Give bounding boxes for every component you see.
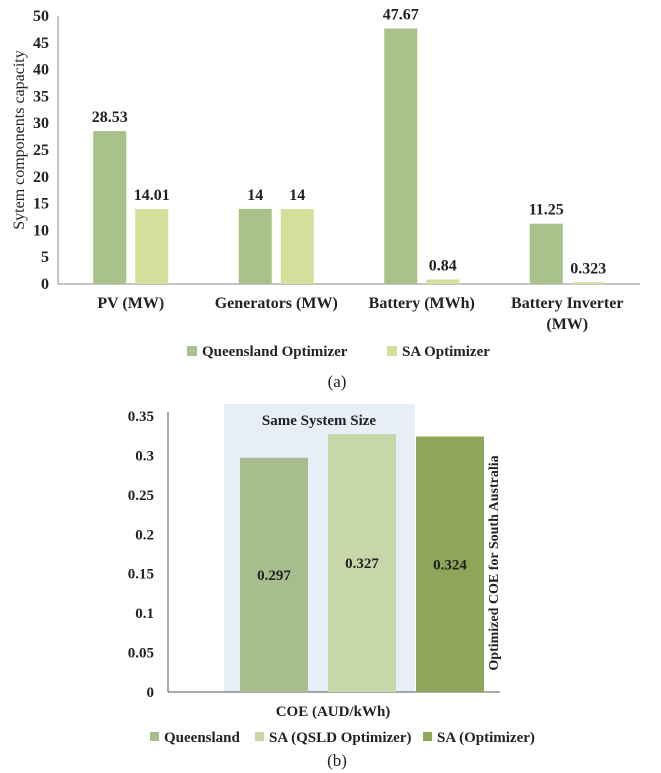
capacity-y-tick-15: 15 [33, 196, 49, 213]
coe-legend-label-sa-qsld-optimizer: SA (QSLD Optimizer) [269, 730, 412, 746]
capacity-data-label-queensland-optimizer-battery-inverter: 11.25 [529, 202, 564, 219]
coe-bars [240, 434, 484, 692]
capacity-y-tick-20: 20 [33, 169, 49, 186]
coe-data-label-sa-optimizer: 0.324 [433, 557, 467, 573]
capacity-legend-swatch-sa-optimizer [387, 346, 397, 356]
capacity-legend-label-queensland-optimizer: Queensland Optimizer [202, 344, 348, 360]
capacity-legend-swatch-queensland-optimizer [187, 346, 197, 356]
capacity-data-label-queensland-optimizer-pv-mw: 28.53 [92, 109, 128, 126]
capacity-y-tick-30: 30 [33, 115, 49, 132]
coe-y-tick-0-35: 0.35 [128, 409, 154, 425]
coe-y-tick-0-05: 0.05 [128, 646, 154, 662]
coe-legend-swatch-sa-optimizer [423, 732, 432, 741]
capacity-y-tick-40: 40 [33, 62, 49, 79]
coe-legend: Queensland SA (QSLD Optimizer) SA (Optimiz… [150, 730, 535, 746]
coe-bar-sa-optimizer [416, 436, 484, 692]
capacity-bar-queensland-optimizer-pv-mw [93, 131, 127, 284]
capacity-category-battery-mwh: Battery (MWh) [369, 295, 475, 312]
capacity-category-pv-mw: PV (MW) [97, 295, 164, 312]
capacity-bar-sa-optimizer-battery-mwh [426, 279, 460, 284]
same-system-size-label: Same System Size [262, 413, 376, 429]
coe-legend-label-queensland: Queensland [164, 730, 241, 746]
capacity-category-battery-inverter-line2: (MW) [546, 316, 588, 333]
capacity-legend: Queensland Optimizer SA Optimizer [187, 344, 490, 360]
capacity-y-tick-10: 10 [33, 222, 49, 239]
capacity-data-label-sa-optimizer-pv-mw: 14.01 [134, 187, 170, 204]
coe-x-axis-label: COE (AUD/kWh) [276, 704, 391, 720]
capacity-y-tick-labels: 0 5 10 15 20 25 30 35 40 45 50 [33, 8, 49, 293]
panel-label-a: (a) [328, 372, 347, 391]
capacity-bar-queensland-optimizer-battery-inverter [529, 223, 563, 284]
panel-label-b: (b) [327, 751, 347, 770]
coe-bar-queensland [240, 457, 308, 692]
capacity-data-label-sa-optimizer-generators-mw: 14 [289, 187, 305, 204]
coe-legend-label-sa-optimizer: SA (Optimizer) [437, 730, 535, 746]
coe-y-tick-0-1: 0.1 [135, 606, 154, 622]
capacity-y-axis-label: Sytem components capacity [11, 50, 28, 230]
capacity-data-label-sa-optimizer-battery-mwh: 0.84 [429, 257, 457, 274]
capacity-category-battery-inverter: Battery Inverter [511, 295, 623, 312]
coe-y-tick-labels: 0 0.05 0.1 0.15 0.2 0.25 0.3 0.35 [128, 409, 154, 701]
capacity-data-label-queensland-optimizer-generators-mw: 14 [247, 187, 263, 204]
capacity-chart: 0 5 10 15 20 25 30 35 40 45 50 28.53 14.01 14 14 47.67… [11, 6, 640, 391]
coe-data-label-sa-qsld-optimizer: 0.327 [345, 556, 379, 572]
capacity-bar-queensland-optimizer-battery-mwh [384, 28, 418, 284]
capacity-bar-sa-optimizer-pv-mw [135, 208, 169, 284]
capacity-bar-queensland-optimizer-generators-mw [238, 208, 272, 284]
coe-y-tick-0-15: 0.15 [128, 567, 154, 583]
coe-data-labels: 0.297 0.327 0.324 [257, 556, 467, 584]
capacity-category-generators-mw: Generators (MW) [215, 295, 338, 312]
capacity-bar-sa-optimizer-generators-mw [280, 208, 314, 284]
capacity-data-label-sa-optimizer-battery-inverter: 0.323 [570, 260, 606, 277]
coe-data-label-queensland: 0.297 [257, 568, 291, 584]
capacity-y-tick-35: 35 [33, 88, 49, 105]
capacity-y-tick-25: 25 [33, 142, 49, 159]
capacity-data-labels: 28.53 14.01 14 14 47.67 0.84 11.25 0.323 [92, 6, 607, 277]
capacity-y-tick-0: 0 [41, 276, 49, 293]
capacity-y-tick-5: 5 [41, 249, 49, 266]
coe-y-tick-0-3: 0.3 [135, 448, 154, 464]
capacity-y-tick-50: 50 [33, 8, 49, 25]
capacity-bar-sa-optimizer-battery-inverter [571, 282, 605, 284]
capacity-bars [93, 28, 605, 284]
capacity-data-label-queensland-optimizer-battery-mwh: 47.67 [383, 6, 419, 23]
capacity-y-tick-45: 45 [33, 35, 49, 52]
capacity-legend-label-sa-optimizer: SA Optimizer [402, 344, 490, 360]
coe-y-tick-0-2: 0.2 [135, 527, 154, 543]
coe-legend-swatch-sa-qsld-optimizer [255, 732, 264, 741]
coe-y-tick-0: 0 [147, 685, 155, 701]
capacity-category-labels: PV (MW) Generators (MW) Battery (MWh) Batte… [97, 295, 623, 333]
coe-chart: Same System Size 00.050.10.150.20.250.30… [128, 404, 535, 770]
coe-bar-sa-qsld-optimizer [328, 434, 396, 692]
coe-y-tick-0-25: 0.25 [128, 488, 154, 504]
coe-legend-swatch-queensland [150, 732, 159, 741]
optimized-coe-annotation: Optimized COE for South Australia [487, 455, 502, 670]
